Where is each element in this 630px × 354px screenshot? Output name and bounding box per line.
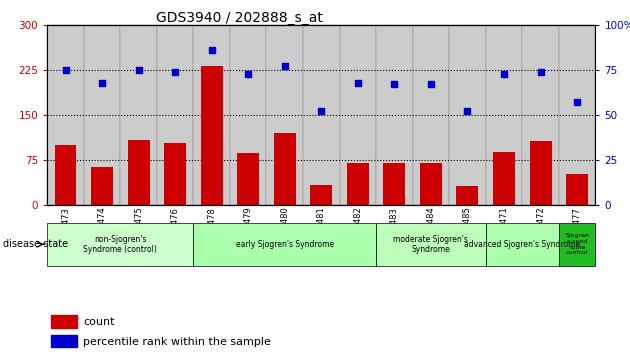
Point	[60, 67, 71, 73]
Text: percentile rank within the sample: percentile rank within the sample	[83, 337, 272, 347]
Point	[353, 80, 363, 85]
FancyBboxPatch shape	[157, 25, 193, 205]
Bar	[457, 186, 478, 205]
FancyBboxPatch shape	[413, 25, 449, 205]
FancyBboxPatch shape	[193, 25, 230, 205]
FancyBboxPatch shape	[266, 25, 303, 205]
FancyBboxPatch shape	[47, 223, 193, 266]
FancyBboxPatch shape	[340, 25, 376, 205]
Bar	[530, 141, 551, 205]
Bar	[566, 174, 588, 205]
Point	[170, 69, 180, 75]
FancyBboxPatch shape	[486, 223, 559, 266]
Text: non-Sjogren's
Syndrome (control): non-Sjogren's Syndrome (control)	[83, 235, 158, 254]
FancyBboxPatch shape	[47, 25, 84, 205]
Bar	[91, 167, 113, 205]
FancyBboxPatch shape	[559, 223, 595, 266]
Point	[280, 63, 290, 69]
Bar	[55, 145, 76, 205]
FancyBboxPatch shape	[449, 25, 486, 205]
Text: Sjogren
s synd
rome
control: Sjogren s synd rome control	[565, 233, 589, 256]
Text: early Sjogren's Syndrome: early Sjogren's Syndrome	[236, 240, 334, 249]
Point	[536, 69, 546, 75]
Text: count: count	[83, 318, 115, 327]
FancyBboxPatch shape	[84, 25, 120, 205]
FancyBboxPatch shape	[193, 223, 376, 266]
Point	[134, 67, 144, 73]
FancyBboxPatch shape	[376, 25, 413, 205]
FancyBboxPatch shape	[486, 25, 522, 205]
Bar	[493, 152, 515, 205]
FancyBboxPatch shape	[303, 25, 340, 205]
Point	[389, 81, 399, 87]
Point	[97, 80, 107, 85]
Bar	[384, 163, 405, 205]
FancyBboxPatch shape	[559, 25, 595, 205]
Text: GDS3940 / 202888_s_at: GDS3940 / 202888_s_at	[156, 11, 323, 25]
Bar	[274, 133, 295, 205]
Bar	[201, 66, 222, 205]
FancyBboxPatch shape	[230, 25, 266, 205]
FancyBboxPatch shape	[376, 223, 486, 266]
Point	[243, 71, 253, 76]
Bar	[420, 163, 442, 205]
Bar	[128, 140, 149, 205]
Text: moderate Sjogren's
Syndrome: moderate Sjogren's Syndrome	[394, 235, 468, 254]
Bar	[347, 163, 369, 205]
Bar	[50, 315, 77, 328]
Point	[207, 47, 217, 53]
Bar	[311, 185, 332, 205]
Point	[462, 109, 472, 114]
FancyBboxPatch shape	[120, 25, 157, 205]
Bar	[238, 153, 259, 205]
Text: advanced Sjogren's Syndrome: advanced Sjogren's Syndrome	[464, 240, 580, 249]
FancyBboxPatch shape	[522, 25, 559, 205]
Point	[499, 71, 509, 76]
Point	[572, 99, 582, 105]
Bar	[50, 335, 77, 347]
Bar	[164, 143, 186, 205]
Point	[316, 109, 326, 114]
Text: disease state: disease state	[3, 239, 68, 249]
Point	[426, 81, 436, 87]
